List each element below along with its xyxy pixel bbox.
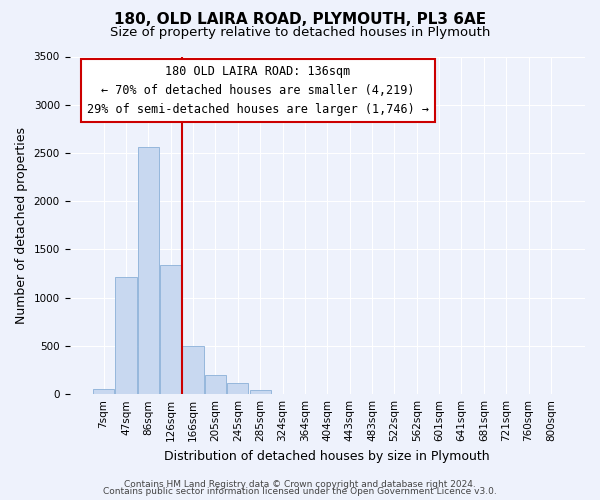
Text: Size of property relative to detached houses in Plymouth: Size of property relative to detached ho… <box>110 26 490 39</box>
Bar <box>182 346 203 394</box>
Bar <box>227 383 248 394</box>
Bar <box>205 375 226 394</box>
Bar <box>115 277 137 394</box>
Bar <box>137 147 159 394</box>
Text: Contains public sector information licensed under the Open Government Licence v3: Contains public sector information licen… <box>103 488 497 496</box>
Bar <box>160 265 181 394</box>
Text: 180, OLD LAIRA ROAD, PLYMOUTH, PL3 6AE: 180, OLD LAIRA ROAD, PLYMOUTH, PL3 6AE <box>114 12 486 28</box>
Bar <box>93 389 114 394</box>
Bar <box>250 390 271 394</box>
Text: Contains HM Land Registry data © Crown copyright and database right 2024.: Contains HM Land Registry data © Crown c… <box>124 480 476 489</box>
Text: 180 OLD LAIRA ROAD: 136sqm
← 70% of detached houses are smaller (4,219)
29% of s: 180 OLD LAIRA ROAD: 136sqm ← 70% of deta… <box>86 65 428 116</box>
Y-axis label: Number of detached properties: Number of detached properties <box>15 127 28 324</box>
X-axis label: Distribution of detached houses by size in Plymouth: Distribution of detached houses by size … <box>164 450 490 462</box>
